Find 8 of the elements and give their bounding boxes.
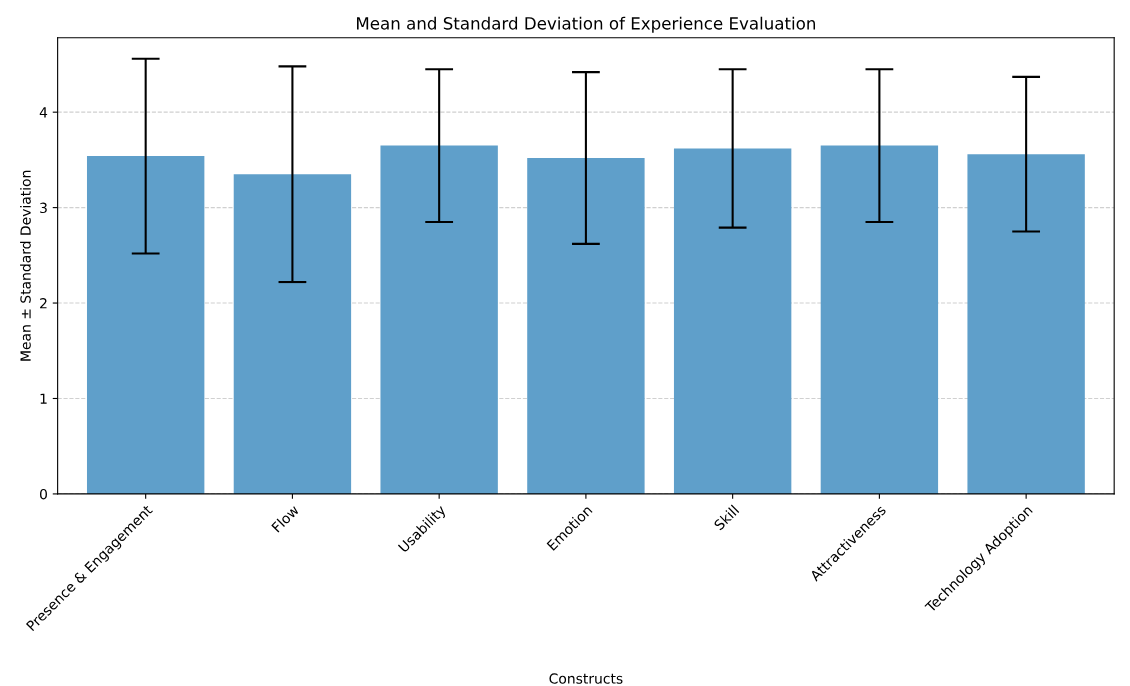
chart-title: Mean and Standard Deviation of Experience Evaluation [357, 16, 816, 33]
y-tick-label: 0 [39, 488, 47, 500]
y-tick-label: 2 [40, 298, 47, 309]
y-tick-label: 1 [40, 393, 47, 404]
y-tick-label: 4 [39, 107, 48, 118]
x-axis-title: Constructs [549, 673, 623, 684]
y-tick-label: 3 [40, 202, 47, 214]
y-axis-title: Mean ± Standard Deviation [20, 170, 31, 361]
